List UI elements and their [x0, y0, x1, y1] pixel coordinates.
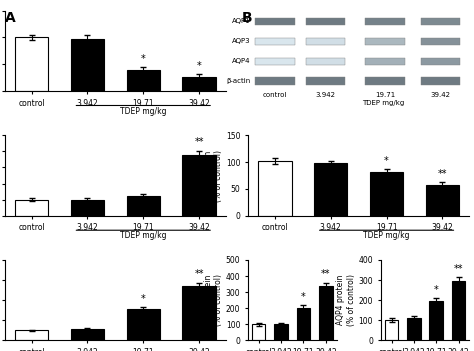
Bar — [15, 200, 48, 216]
Text: B: B — [242, 11, 252, 25]
Bar — [297, 308, 310, 340]
FancyBboxPatch shape — [365, 77, 405, 85]
FancyBboxPatch shape — [420, 77, 460, 85]
Text: TDEP mg/kg: TDEP mg/kg — [120, 231, 166, 240]
FancyBboxPatch shape — [306, 58, 346, 65]
Text: **: ** — [194, 137, 204, 147]
Text: TDEP mg/kg: TDEP mg/kg — [364, 231, 410, 240]
FancyBboxPatch shape — [255, 58, 294, 65]
Bar — [127, 309, 160, 340]
FancyBboxPatch shape — [420, 58, 460, 65]
Bar — [429, 301, 443, 340]
Text: AQP1: AQP1 — [232, 18, 250, 24]
Bar — [452, 281, 465, 340]
Text: AQP4: AQP4 — [232, 58, 250, 64]
Text: 39.42: 39.42 — [430, 92, 450, 98]
Text: 3.942: 3.942 — [316, 92, 336, 98]
Bar — [314, 163, 347, 216]
Text: TDEP mg/kg: TDEP mg/kg — [120, 107, 166, 115]
Bar — [407, 318, 420, 340]
FancyBboxPatch shape — [365, 58, 405, 65]
FancyBboxPatch shape — [420, 18, 460, 25]
Text: **: ** — [194, 270, 204, 279]
Bar — [274, 324, 288, 340]
Text: β-actin: β-actin — [226, 78, 250, 84]
FancyBboxPatch shape — [255, 18, 294, 25]
Text: 19.71: 19.71 — [375, 92, 395, 98]
Text: TDEP mg/kg: TDEP mg/kg — [362, 100, 404, 106]
Text: *: * — [197, 61, 201, 71]
Text: A: A — [5, 11, 16, 25]
Y-axis label: AQP3 protein
(% of control): AQP3 protein (% of control) — [204, 274, 223, 326]
Text: control: control — [263, 92, 287, 98]
Text: AQP3: AQP3 — [232, 38, 250, 44]
Bar — [71, 39, 104, 91]
Bar — [71, 329, 104, 340]
Text: **: ** — [438, 169, 447, 179]
Bar — [385, 320, 398, 340]
Text: *: * — [301, 292, 306, 302]
FancyBboxPatch shape — [420, 38, 460, 45]
Bar — [252, 324, 265, 340]
FancyBboxPatch shape — [306, 77, 346, 85]
Bar — [182, 155, 216, 216]
Text: *: * — [384, 156, 389, 166]
Bar — [71, 200, 104, 216]
Y-axis label: AQP4 protein
(% of control): AQP4 protein (% of control) — [337, 274, 356, 326]
FancyBboxPatch shape — [255, 38, 294, 45]
Bar — [127, 69, 160, 91]
FancyBboxPatch shape — [365, 18, 405, 25]
Text: **: ** — [321, 269, 330, 279]
Text: **: ** — [454, 264, 463, 274]
Bar — [182, 77, 216, 91]
FancyBboxPatch shape — [255, 77, 294, 85]
Bar — [319, 286, 333, 340]
Bar — [182, 286, 216, 340]
Bar — [15, 37, 48, 91]
Bar — [15, 330, 48, 340]
Y-axis label: AQP1 protein
(% of control): AQP1 protein (% of control) — [204, 150, 223, 201]
FancyBboxPatch shape — [306, 18, 346, 25]
Text: *: * — [141, 54, 146, 64]
FancyBboxPatch shape — [365, 38, 405, 45]
Bar — [426, 185, 459, 216]
Bar — [127, 197, 160, 216]
Bar — [370, 172, 403, 216]
Text: *: * — [434, 285, 438, 295]
FancyBboxPatch shape — [306, 38, 346, 45]
Text: *: * — [141, 294, 146, 304]
Bar — [258, 161, 292, 216]
